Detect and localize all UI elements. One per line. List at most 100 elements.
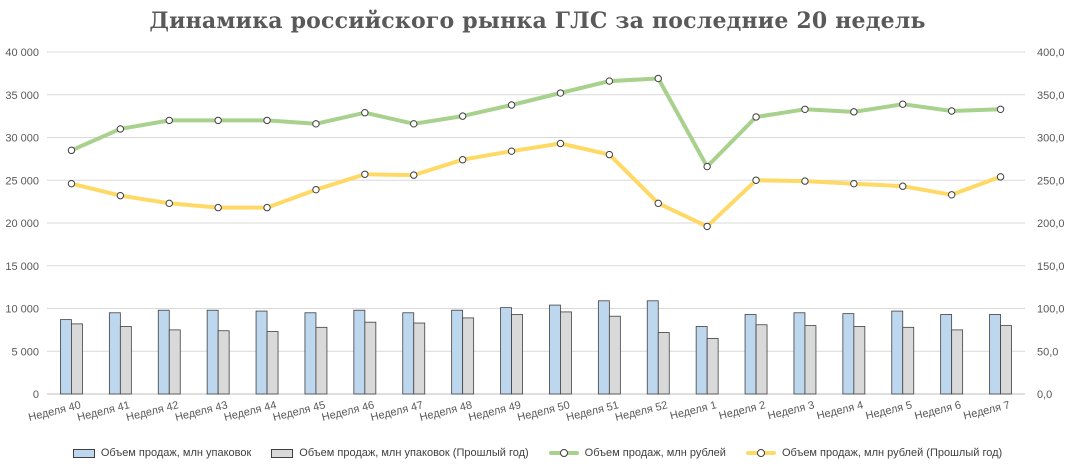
bar-packages xyxy=(60,319,72,395)
bar-packages-last-year xyxy=(71,323,83,395)
gridlines xyxy=(47,51,1025,395)
point-rubles xyxy=(654,74,662,83)
x-tick-label: Неделя 4 xyxy=(816,399,865,422)
right-tick-label: 300,0 xyxy=(1037,133,1065,145)
legend-item-rubles: Объем продаж, млн рублей xyxy=(548,447,726,459)
x-tick-label: Неделя 48 xyxy=(418,399,473,424)
left-tick-label: 40 000 xyxy=(5,47,39,59)
point-rubles-last-year xyxy=(361,170,369,178)
point-rubles xyxy=(312,120,320,128)
x-tick-label: Неделя 6 xyxy=(913,399,962,422)
right-axis: 0,0 50,0 100,0 150,0 200,0 250,0 300,0 350,0 400… xyxy=(1037,47,1065,401)
point-rubles-last-year xyxy=(67,179,76,188)
point-rubles-last-year xyxy=(165,199,173,208)
point-rubles xyxy=(361,109,369,117)
point-rubles xyxy=(996,105,1005,113)
bar-packages xyxy=(157,309,170,395)
bar-packages-last-year xyxy=(608,315,621,395)
point-rubles-last-year xyxy=(410,171,418,179)
left-tick-label: 15 000 xyxy=(5,261,39,273)
bar-packages-last-year xyxy=(413,322,426,395)
legend-label-rubles-last-year: Объем продаж, млн рублей (Прошлый год) xyxy=(781,447,1003,459)
bar-packages-last-year xyxy=(951,329,964,395)
line-rubles-last-year xyxy=(69,141,1003,229)
left-tick-label: 30 000 xyxy=(5,133,39,145)
point-rubles-last-year xyxy=(752,176,760,184)
point-rubles xyxy=(850,108,858,116)
line-rubles xyxy=(69,76,1003,169)
legend: Объем продаж, млн упаковок Объем продаж,… xyxy=(0,447,1075,459)
bar-packages xyxy=(451,309,464,395)
left-tick-label: 20 000 xyxy=(5,218,39,230)
point-rubles-last-year xyxy=(947,191,956,199)
x-tick-label: Неделя 45 xyxy=(272,399,327,424)
x-tick-label: Неделя 5 xyxy=(864,399,913,422)
point-rubles xyxy=(67,146,76,155)
bar-packages-last-year xyxy=(902,326,915,395)
bar-packages-last-year xyxy=(266,331,279,395)
bar-packages xyxy=(108,312,121,395)
x-tick-label: Неделя 7 xyxy=(962,399,1011,422)
left-tick-label: 10 000 xyxy=(5,304,39,316)
bar-packages xyxy=(744,314,757,395)
x-tick-label: Неделя 43 xyxy=(174,399,229,424)
point-rubles-last-year xyxy=(654,199,662,208)
left-tick-label: 5 000 xyxy=(11,346,39,358)
point-rubles xyxy=(458,112,467,120)
bar-packages-last-year xyxy=(657,332,670,395)
legend-label-rubles: Объем продаж, млн рублей xyxy=(584,447,726,459)
right-tick-label: 400,0 xyxy=(1037,47,1065,59)
bar-packages xyxy=(500,307,512,395)
point-rubles xyxy=(116,125,125,133)
point-rubles xyxy=(556,89,565,97)
right-tick-label: 0,0 xyxy=(1037,389,1052,401)
lines xyxy=(67,74,1005,231)
bar-packages-last-year xyxy=(804,325,817,395)
x-tick-label: Неделя 47 xyxy=(369,399,424,424)
legend-swatch-rubles-last-year xyxy=(745,448,776,458)
point-rubles-last-year xyxy=(703,222,711,231)
right-tick-label: 350,0 xyxy=(1037,90,1065,102)
x-tick-label: Неделя 52 xyxy=(614,399,669,424)
right-tick-label: 150,0 xyxy=(1037,261,1065,273)
point-rubles xyxy=(605,77,614,85)
point-rubles xyxy=(899,100,907,108)
x-tick-label: Неделя 2 xyxy=(718,399,767,422)
point-rubles xyxy=(703,162,711,171)
bar-packages-last-year xyxy=(462,317,475,395)
legend-swatch-packages xyxy=(72,448,95,458)
chart-title: Динамика российского рынка ГЛС за послед… xyxy=(149,8,926,34)
bar-packages-last-year xyxy=(560,311,572,395)
point-rubles xyxy=(263,116,271,125)
point-rubles-last-year xyxy=(801,177,809,185)
x-tick-label: Неделя 42 xyxy=(125,399,180,424)
bar-packages-last-year xyxy=(119,326,132,395)
point-rubles-last-year xyxy=(214,203,222,212)
legend-label-packages-last-year: Объем продаж, млн упаковок (Прошлый год) xyxy=(299,447,529,459)
point-rubles-last-year xyxy=(899,182,907,190)
right-tick-label: 200,0 xyxy=(1037,218,1065,230)
point-rubles-last-year xyxy=(996,173,1005,181)
point-rubles-last-year xyxy=(850,179,858,188)
point-rubles xyxy=(214,116,222,125)
point-rubles xyxy=(410,120,418,128)
legend-item-packages: Объем продаж, млн упаковок xyxy=(72,447,252,459)
legend-swatch-packages-last-year xyxy=(271,448,294,458)
legend-item-packages-last-year: Объем продаж, млн упаковок (Прошлый год) xyxy=(271,447,529,459)
right-tick-label: 100,0 xyxy=(1037,304,1065,316)
bar-packages-last-year xyxy=(853,326,866,395)
x-tick-label: Неделя 44 xyxy=(223,399,278,424)
bars xyxy=(60,300,1012,395)
bar-packages-last-year xyxy=(315,326,328,395)
bar-packages xyxy=(206,309,219,395)
left-tick-label: 35 000 xyxy=(5,90,39,102)
x-tick-label: Неделя 50 xyxy=(516,399,571,424)
legend-item-rubles-last-year: Объем продаж, млн рублей (Прошлый год) xyxy=(745,447,1003,459)
legend-label-packages: Объем продаж, млн упаковок xyxy=(100,447,252,459)
point-rubles-last-year xyxy=(312,185,320,194)
left-tick-label: 25 000 xyxy=(5,175,39,187)
bar-packages-last-year xyxy=(755,324,768,395)
